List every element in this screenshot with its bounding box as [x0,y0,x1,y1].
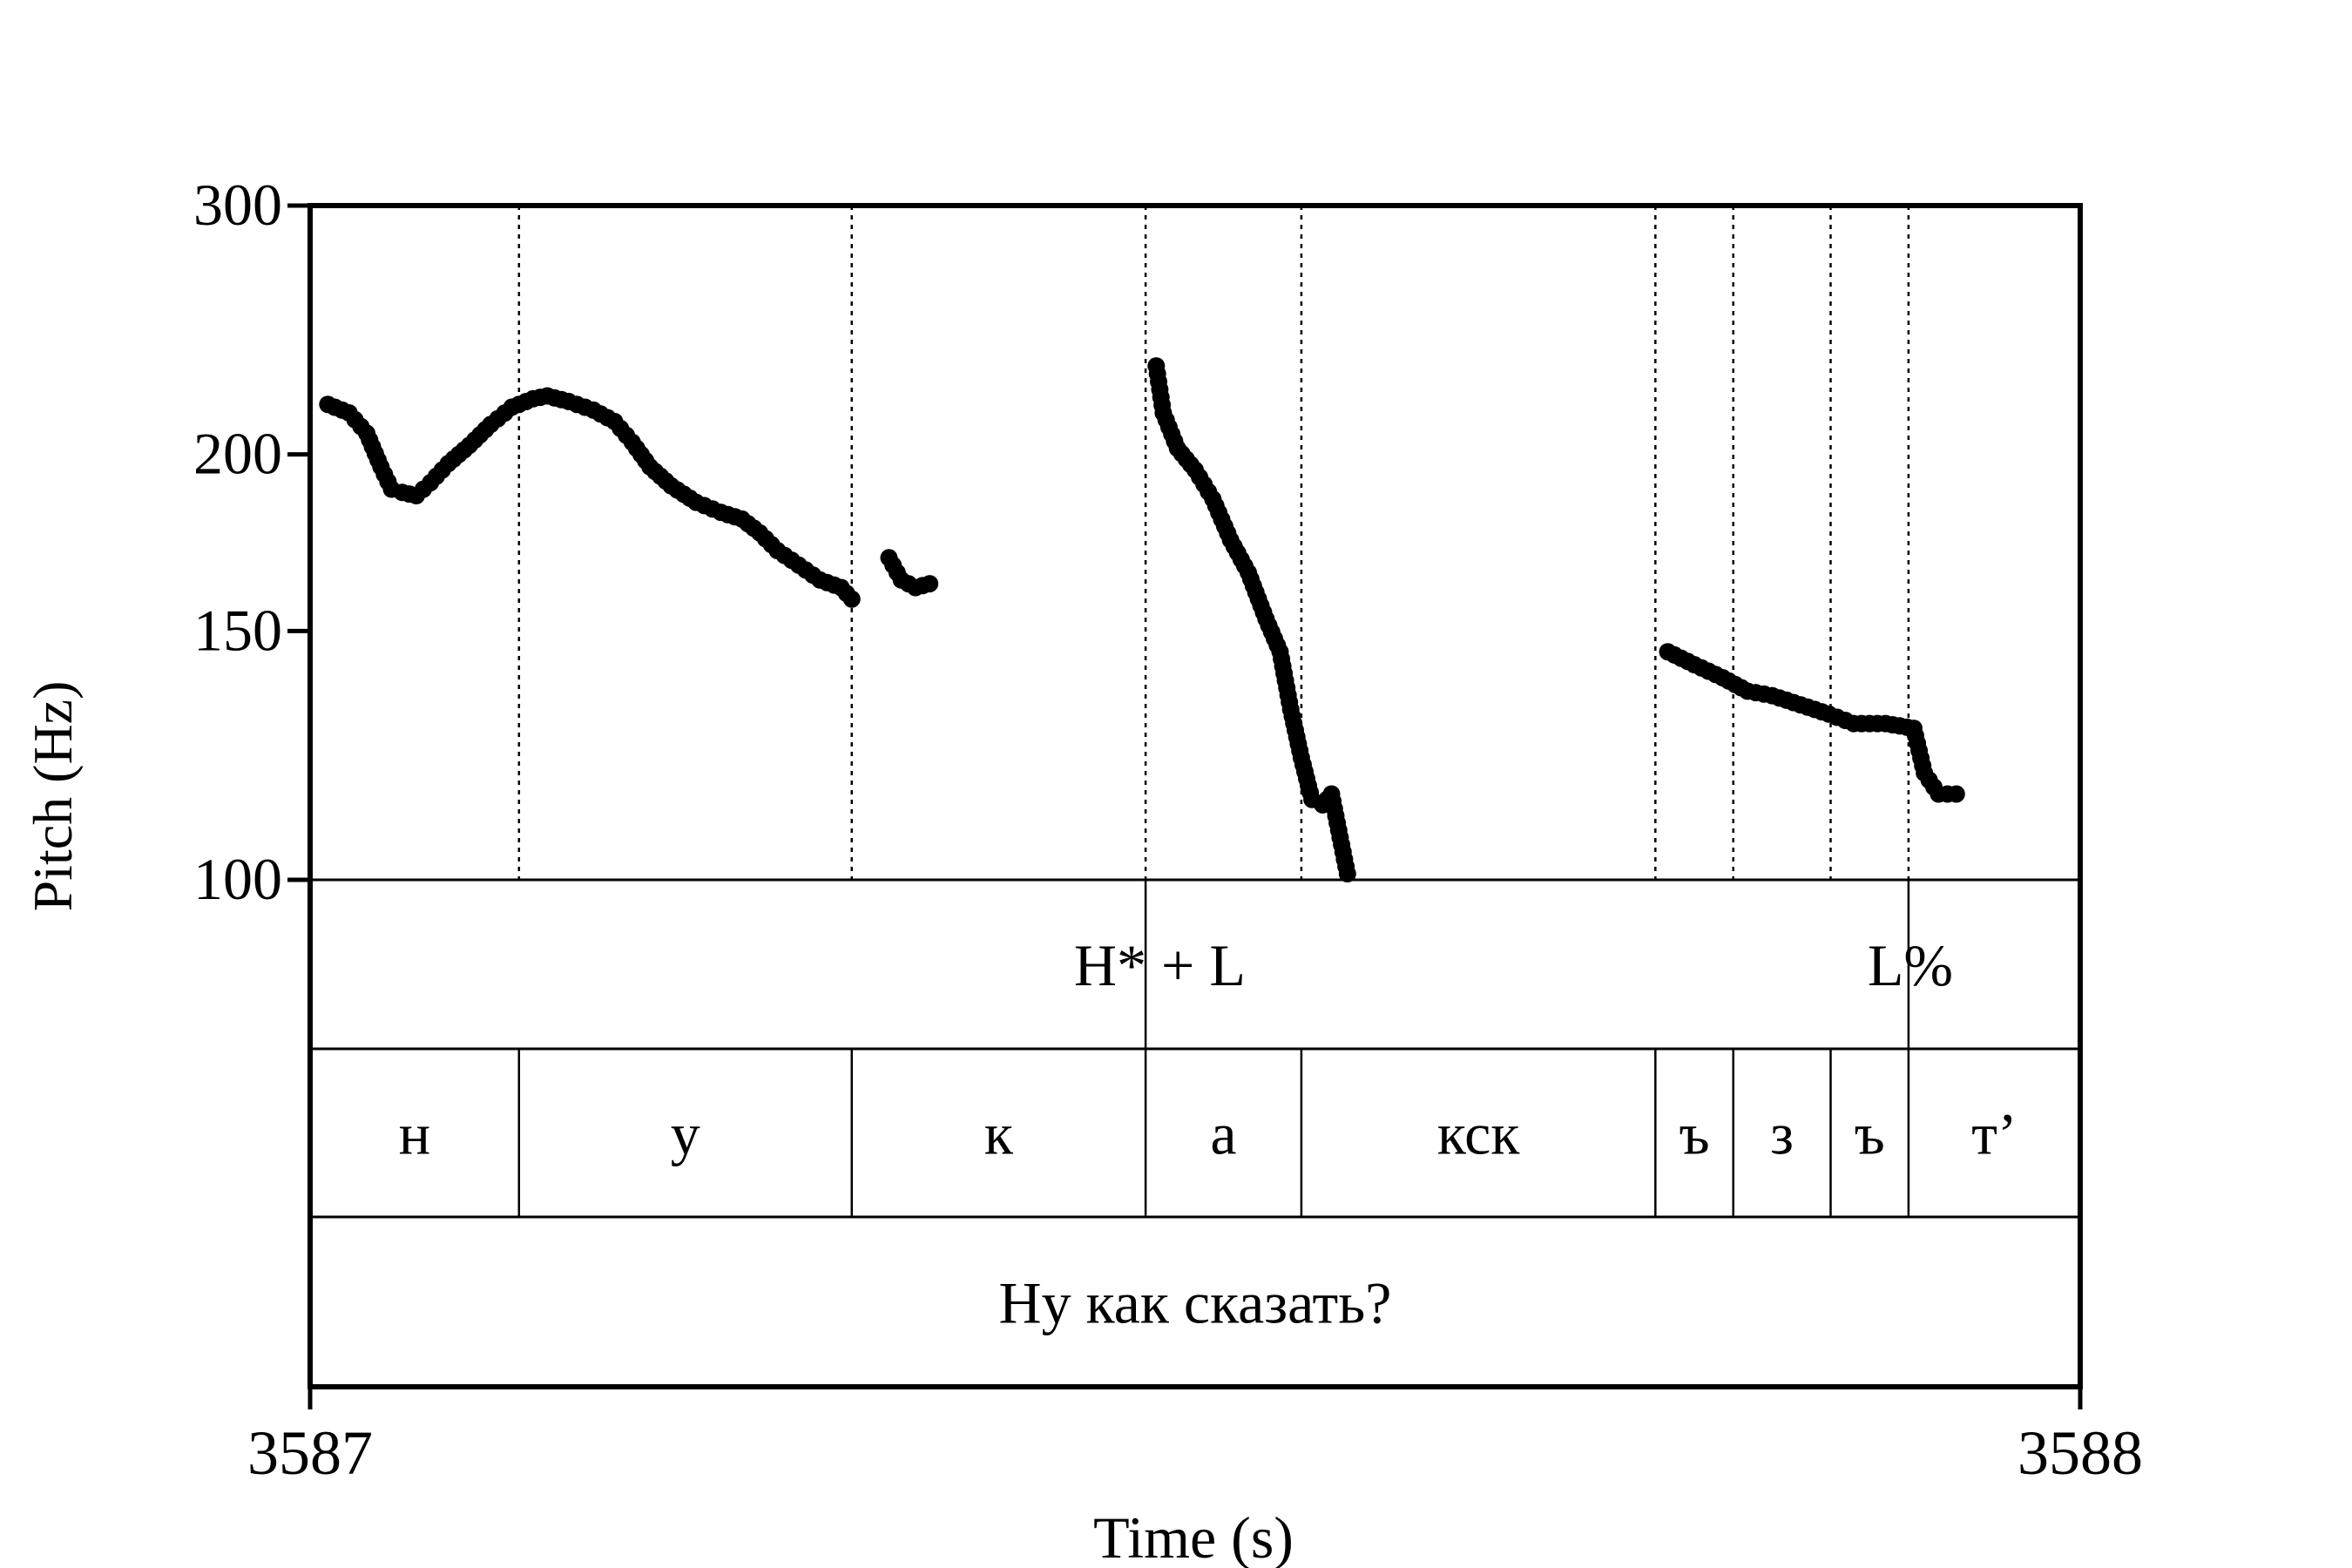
pitch-points [319,357,1965,882]
y-tick-label: 200 [193,421,282,487]
tone-label: L% [1868,932,1953,998]
phone-label: а [1210,1101,1236,1167]
phone-label: н [399,1101,430,1167]
tier-lines [310,878,2080,1219]
pitch-point [1338,865,1356,882]
tone-label: H* + L [1074,932,1246,998]
phone-label: з [1770,1101,1794,1167]
phone-label: ъ [1855,1101,1885,1167]
axis-ticks: 100 150 200 300 3587 3588 [193,172,2143,1488]
phone-label: к [984,1101,1014,1167]
y-tick-label: 150 [193,597,282,663]
tier-labels: H* + L L% н у к а кск ъ з ъ т’ Ну как сказать? [399,932,2017,1336]
phone-label: кск [1437,1101,1521,1167]
phone-label: у [671,1101,700,1167]
frame-border [308,203,2083,1389]
phone-label: ъ [1679,1101,1709,1167]
y-tick-label: 100 [193,846,282,912]
y-axis-label: Pitch (Hz) [22,681,84,912]
pitch-point [1947,785,1965,803]
x-tick-label: 3588 [2017,1418,2143,1488]
phrase-label: Ну как сказать? [999,1270,1392,1336]
phone-label: т’ [1971,1101,2017,1167]
pitch-point [921,575,939,593]
boundary-guides [517,206,1910,880]
x-axis-label: Time (s) [1093,1504,1294,1568]
y-tick-label: 300 [193,172,282,238]
x-tick-label: 3587 [247,1418,373,1488]
plot-frame [308,203,2083,1389]
